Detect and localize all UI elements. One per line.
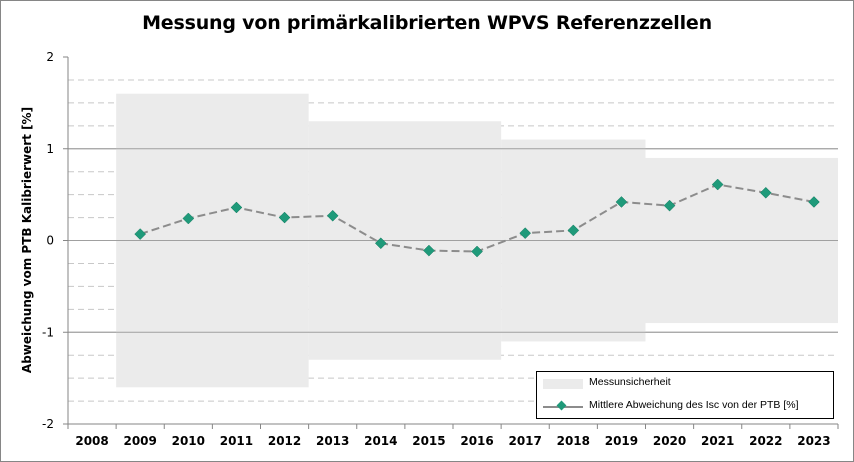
y-tick-label: 0 (46, 234, 54, 248)
x-tick-label: 2011 (220, 434, 253, 448)
legend-label-uncertainty: Messunsicherheit (589, 376, 671, 388)
x-tick-label: 2016 (460, 434, 493, 448)
data-point (230, 201, 243, 214)
data-point (182, 212, 195, 225)
x-tick-label: 2015 (412, 434, 445, 448)
y-tick-label: 2 (46, 50, 54, 64)
data-point (759, 186, 772, 199)
chart-title: Messung von primärkalibrierten WPVS Refe… (142, 12, 712, 34)
x-tick-label: 2023 (797, 434, 830, 448)
legend-diamond-icon (556, 400, 567, 411)
x-tick-label: 2022 (749, 434, 782, 448)
data-point (423, 244, 435, 257)
x-tick-label: 2009 (123, 434, 156, 448)
legend: Messunsicherheit Mittlere Abweichung des… (536, 371, 834, 419)
x-tick-label: 2013 (316, 434, 349, 448)
data-point (278, 211, 291, 224)
data-point (711, 178, 724, 191)
data-point (615, 196, 628, 208)
x-tick-label: 2008 (75, 434, 108, 448)
x-tick-label: 2019 (605, 434, 638, 448)
x-tick-label: 2021 (701, 434, 734, 448)
data-point (134, 228, 147, 240)
legend-label-series: Mittlere Abweichung des Isc von der PTB … (589, 399, 799, 411)
x-tick-label: 2014 (364, 434, 397, 448)
legend-item-uncertainty: Messunsicherheit (537, 375, 833, 393)
x-tick-label: 2010 (172, 434, 205, 448)
data-point (326, 209, 339, 222)
x-tick-label: 2012 (268, 434, 301, 448)
legend-item-series: Mittlere Abweichung des Isc von der PTB … (537, 398, 833, 416)
x-tick-label: 2020 (653, 434, 686, 448)
data-point (519, 227, 532, 240)
y-tick-label: -1 (42, 325, 54, 339)
data-point (471, 245, 483, 258)
legend-swatch-uncertainty (543, 379, 583, 389)
data-point (567, 224, 580, 237)
x-tick-label: 2017 (508, 434, 541, 448)
y-tick-label: 1 (46, 142, 54, 156)
data-point (808, 196, 820, 208)
y-tick-label: -2 (42, 417, 54, 431)
x-tick-label: 2018 (557, 434, 590, 448)
data-point (374, 237, 387, 250)
data-point (663, 199, 676, 212)
